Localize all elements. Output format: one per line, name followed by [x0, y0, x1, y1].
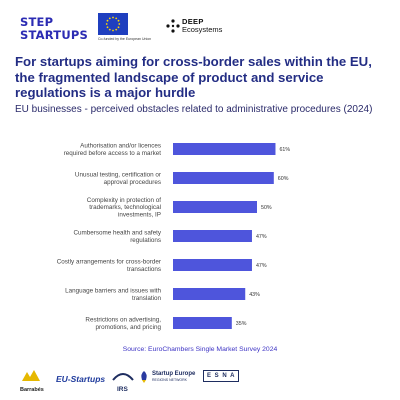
category-label-line: translation [132, 295, 162, 302]
bar [173, 143, 276, 155]
category-label-line: Restrictions on advertising, [85, 317, 161, 324]
category-label: Restrictions on advertising, promotions, … [85, 317, 161, 331]
bar-chart: 61% Authorisation and/or licences required… [57, 143, 291, 331]
esna-logo-text: E S N A [207, 373, 236, 379]
category-label-line: Costly arrangements for cross-border [57, 259, 161, 266]
barrabes-logo: Barrabés [20, 369, 50, 393]
startup-europe-rocket-icon [141, 371, 147, 383]
value-label: 47% [256, 234, 267, 240]
eu-logo-caption: Co-funded by the European Union [98, 37, 152, 41]
barrabes-mark-icon [22, 370, 40, 381]
value-label: 50% [261, 205, 272, 211]
step-logo-line2: STARTUPS [20, 28, 88, 42]
category-label: Language barriers and issues with transla… [65, 288, 161, 302]
category-label: Costly arrangements for cross-border tran… [57, 259, 161, 273]
eu-startups-logo: EU-Startups [56, 374, 105, 384]
irs-logo-text: IRS [117, 386, 128, 393]
value-label: 35% [236, 321, 247, 327]
eu-startups-logo-text: EU-Startups [56, 374, 106, 384]
category-label-line: promotions, and pricing [96, 324, 162, 331]
eu-flag-logo [98, 13, 128, 35]
barrabes-logo-text: Barrabés [20, 387, 44, 393]
deep-logo-line1: DEEP [182, 17, 204, 26]
value-label: 43% [249, 292, 260, 298]
partner-logos: Barrabés EU-Startups IRS Startup Europe … [0, 362, 400, 400]
category-label: Cumbersome health and safety regulations [73, 230, 161, 244]
irs-arc-icon [112, 373, 134, 381]
startup-europe-sub: Regions Network [152, 378, 188, 382]
bar [173, 230, 252, 242]
category-label-line: approval procedures [104, 179, 161, 186]
startup-europe-name: Startup Europe [152, 371, 196, 377]
chart-title: For startups aiming for cross-border sal… [15, 54, 372, 100]
category-label-line: Complexity in protection of [87, 197, 161, 204]
irs-logo: IRS [112, 368, 134, 393]
category-label: Unusual testing, certification or approva… [75, 172, 161, 186]
value-label: 61% [279, 147, 290, 153]
category-label-line: Authorisation and/or licences [80, 143, 161, 150]
category-label-line: regulations [130, 237, 161, 244]
step-logo-line1: STEP [20, 15, 54, 29]
category-label-line: Language barriers and issues with [65, 288, 161, 295]
category-label-line: Cumbersome health and safety [73, 230, 161, 237]
bar [173, 259, 252, 271]
header: STEP STARTUPS Co-funded by the European … [0, 0, 400, 50]
category-label-line: Unusual testing, certification or [75, 172, 161, 179]
category-label-line: trademarks, technological [89, 204, 161, 211]
bar [173, 172, 274, 184]
deep-ecosystems-logo: DEEP Ecosystems [166, 18, 236, 36]
esna-logo: E S N A [203, 370, 240, 382]
chart-source: Source: EuroChambers Single Market Surve… [122, 346, 278, 353]
category-label-line: transactions [127, 266, 161, 273]
step-startups-logo: STEP STARTUPS [20, 13, 88, 43]
deep-logo-mark-icon [166, 19, 180, 33]
bar [173, 201, 257, 213]
value-label: 60% [278, 176, 289, 182]
chart-subtitle: EU businesses - perceived obstacles rela… [15, 104, 373, 115]
deep-logo-line2: Ecosystems [182, 25, 223, 34]
category-label: Authorisation and/or licences required be… [64, 143, 162, 157]
category-label: Complexity in protection of trademarks, t… [87, 197, 161, 219]
category-label-line: required before access to a market [64, 150, 162, 157]
bar [173, 317, 232, 329]
value-label: 47% [256, 263, 267, 269]
bar [173, 288, 246, 300]
category-label-line: investments, IP [118, 212, 161, 219]
